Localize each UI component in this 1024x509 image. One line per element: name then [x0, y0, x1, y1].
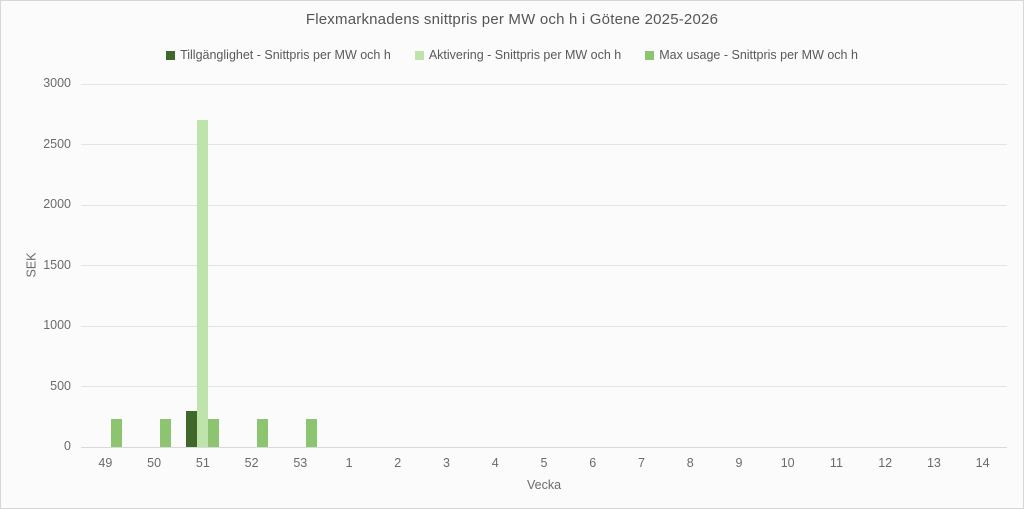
bar-max-week-53 — [305, 419, 317, 447]
x-tick-label-1: 1 — [345, 456, 353, 470]
bar-max-week-50 — [159, 419, 171, 447]
x-tick-label-3: 3 — [443, 456, 450, 470]
x-tick-label-51: 51 — [195, 456, 210, 470]
bar-max-week-49 — [110, 419, 122, 447]
bar-max-week-51 — [208, 419, 220, 447]
x-tick-label-49: 49 — [98, 456, 113, 470]
x-tick-label-52: 52 — [244, 456, 259, 470]
chart-legend: Tillgänglighet - Snittpris per MW och h … — [1, 48, 1023, 62]
x-tick-label-53: 53 — [293, 456, 308, 470]
gridline-1500 — [81, 265, 1007, 266]
legend-item-max-usage: Max usage - Snittpris per MW och h — [645, 48, 858, 62]
x-tick-label-50: 50 — [147, 456, 162, 470]
gridline-3000 — [81, 83, 1007, 85]
gridline-1000 — [81, 325, 1007, 327]
x-tick-label-5: 5 — [540, 456, 548, 470]
tillganglighet-swatch-icon — [166, 50, 176, 60]
chart-title: Flexmarknadens snittpris per MW och h i … — [305, 11, 719, 28]
legend-label: Max usage - Snittpris per MW och h — [659, 48, 858, 62]
y-tick-label-0: 0 — [64, 439, 71, 453]
x-tick-label-9: 9 — [735, 456, 743, 470]
x-axis-title: Vecka — [526, 478, 562, 492]
bar-aktivering-week-51 — [197, 120, 209, 447]
x-tick-label-8: 8 — [686, 456, 694, 470]
legend-label: Aktivering - Snittpris per MW och h — [428, 48, 622, 62]
x-tick-label-4: 4 — [491, 456, 499, 470]
gridline-500 — [81, 386, 1007, 387]
gridline-2000 — [81, 204, 1007, 206]
x-tick-label-7: 7 — [637, 456, 645, 470]
x-tick-label-14: 14 — [975, 456, 990, 470]
x-tick-label-11: 11 — [829, 456, 843, 470]
legend-item-aktivering: Aktivering - Snittpris per MW och h — [414, 48, 622, 62]
bar-max-week-52 — [257, 419, 269, 447]
y-tick-label-500: 500 — [50, 378, 71, 393]
max-usage-swatch-icon — [645, 50, 655, 60]
legend-label: Tillgänglighet - Snittpris per MW och h — [180, 48, 391, 62]
y-tick-label-1500: 1500 — [43, 257, 71, 272]
x-tick-label-2: 2 — [394, 456, 402, 470]
y-tick-label-2500: 2500 — [43, 136, 71, 151]
y-tick-label-2000: 2000 — [43, 197, 71, 211]
aktivering-swatch-icon — [414, 50, 424, 60]
x-tick-label-10: 10 — [780, 456, 795, 470]
x-tick-label-6: 6 — [589, 456, 597, 470]
bar-tillgänglighet-week-51 — [186, 410, 198, 447]
plot-area — [81, 83, 1007, 448]
x-tick-label-13: 13 — [926, 456, 941, 470]
y-tick-label-3000: 3000 — [43, 76, 71, 90]
x-tick-label-12: 12 — [878, 456, 893, 470]
y-tick-label-1000: 1000 — [43, 318, 71, 332]
legend-item-tillganglighet: Tillgänglighet - Snittpris per MW och h — [166, 48, 391, 62]
gridline-0 — [81, 447, 1007, 448]
gridline-2500 — [81, 144, 1007, 145]
